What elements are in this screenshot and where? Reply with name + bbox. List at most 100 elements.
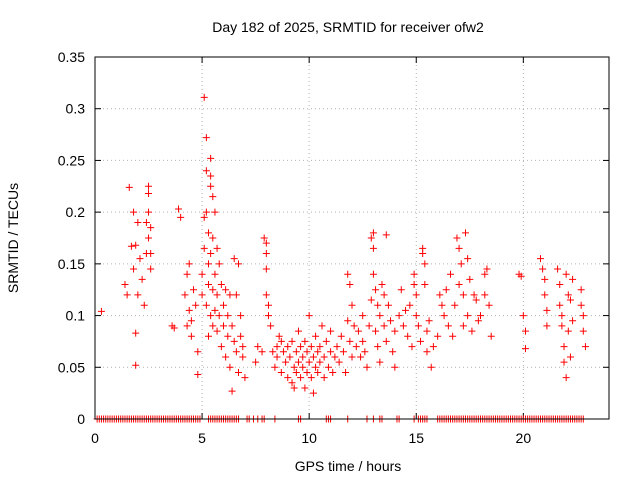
data-point [202, 301, 210, 309]
data-point [380, 322, 388, 330]
y-tick-label: 0.1 [66, 308, 86, 324]
data-point [125, 183, 133, 191]
data-point [466, 275, 474, 283]
data-point [205, 281, 213, 289]
y-tick-label: 0 [77, 411, 85, 427]
data-point [239, 353, 247, 361]
data-point [211, 306, 219, 314]
data-point [541, 275, 549, 283]
data-point [481, 291, 489, 299]
data-point [145, 208, 153, 216]
data-point [234, 368, 242, 376]
data-point [410, 281, 418, 289]
data-point [564, 291, 572, 299]
data-point [132, 329, 140, 337]
data-point [222, 353, 230, 361]
data-point [130, 265, 138, 273]
data-point [444, 322, 452, 330]
data-point [145, 234, 153, 242]
data-point [207, 250, 215, 258]
data-point [404, 332, 412, 340]
data-point [316, 358, 324, 366]
data-point [123, 291, 131, 299]
data-point [194, 371, 202, 379]
data-point [228, 322, 236, 330]
data-point [145, 182, 153, 190]
data-point [205, 229, 213, 237]
data-point [252, 358, 260, 366]
data-point [449, 332, 457, 340]
data-point [258, 348, 266, 356]
data-point [303, 368, 311, 376]
data-point [232, 348, 240, 356]
data-point [372, 286, 380, 294]
data-point [429, 343, 437, 351]
data-point [269, 348, 277, 356]
data-point [536, 255, 544, 263]
data-point [324, 363, 332, 371]
data-point [391, 327, 399, 335]
data-point [474, 317, 482, 325]
data-point [194, 348, 202, 356]
data-point [305, 312, 313, 320]
data-point [271, 363, 279, 371]
data-point [267, 322, 275, 330]
data-point [569, 317, 577, 325]
data-point [562, 374, 570, 382]
data-point [363, 363, 371, 371]
data-point [348, 301, 356, 309]
data-point [187, 332, 195, 340]
data-point [335, 358, 343, 366]
data-point [320, 353, 328, 361]
data-point [402, 306, 410, 314]
data-point [346, 281, 354, 289]
y-tick-label: 0.05 [58, 359, 85, 375]
data-point [273, 343, 281, 351]
data-point [423, 327, 431, 335]
data-point [292, 348, 300, 356]
data-point [344, 317, 352, 325]
data-point [455, 244, 463, 252]
data-point [384, 301, 392, 309]
data-point [183, 270, 191, 278]
data-point [374, 301, 382, 309]
data-point [134, 218, 142, 226]
data-point [566, 353, 574, 361]
data-point [198, 270, 206, 278]
data-point [382, 231, 390, 239]
x-tick-label: 20 [516, 430, 532, 446]
data-point [222, 286, 230, 294]
data-point [138, 275, 146, 283]
data-point [566, 296, 574, 304]
data-point [434, 332, 442, 340]
data-point [185, 260, 193, 268]
data-point [436, 291, 444, 299]
x-tick-label: 10 [301, 430, 317, 446]
data-point [451, 301, 459, 309]
data-point [290, 384, 298, 392]
data-point [209, 234, 217, 242]
data-point [369, 244, 377, 252]
data-point [297, 343, 305, 351]
data-point [378, 281, 386, 289]
data-point [421, 281, 429, 289]
data-point [539, 265, 547, 273]
data-point [457, 260, 465, 268]
data-point [237, 332, 245, 340]
data-point [564, 327, 572, 335]
data-point [136, 255, 144, 263]
data-point [462, 229, 470, 237]
data-point [427, 363, 435, 371]
data-point [483, 265, 491, 273]
data-point [543, 306, 551, 314]
data-point [477, 312, 484, 320]
data-point [264, 312, 272, 320]
data-point [543, 322, 551, 330]
data-point [397, 286, 405, 294]
grid-layer [95, 57, 609, 419]
data-points [93, 93, 589, 423]
data-point [459, 291, 467, 299]
data-point [241, 374, 249, 382]
data-point [130, 208, 138, 216]
y-tick-label: 0.2 [66, 204, 86, 220]
